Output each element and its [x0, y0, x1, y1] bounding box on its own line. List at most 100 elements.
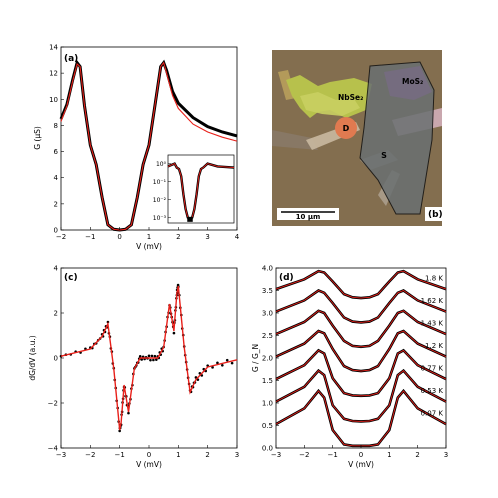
panel-d: (d) V (mV) G / G_N −3 −2 −1 0 1 2 3 0.0 0.5 1.0 1.… — [251, 265, 448, 470]
data-point — [147, 354, 151, 358]
data-point — [211, 366, 214, 369]
inset-y-tick-label: 10⁻³ — [153, 215, 167, 222]
panel-a-ylabel: G (μS) — [33, 126, 42, 150]
inset-noise-floor — [187, 216, 193, 222]
x-tick-label: 0 — [359, 451, 363, 459]
data-point — [150, 354, 154, 358]
x-tick-label: 0 — [147, 451, 151, 459]
x-tick-label: −2 — [56, 233, 66, 241]
data-point — [153, 354, 157, 358]
temperature-label: 1.8 K — [425, 274, 443, 282]
y-tick-label: 2.0 — [262, 355, 273, 363]
y-tick-label: 12 — [49, 70, 58, 78]
data-point — [149, 358, 152, 362]
x-tick-label: 1 — [147, 233, 151, 241]
panel-b: D S NbSe₂ MoS₂ 10 μm (b) — [272, 50, 443, 226]
data-point — [216, 361, 219, 365]
x-tick-label: 3 — [205, 233, 209, 241]
y-tick-label: 6 — [54, 148, 59, 156]
series-d-fit — [275, 270, 447, 299]
y-tick-label: −2 — [48, 400, 58, 408]
y-tick-label: 4 — [54, 265, 59, 273]
data-point — [172, 331, 176, 335]
y-tick-label: 4.0 — [262, 265, 273, 273]
x-tick-label: −1 — [115, 451, 125, 459]
y-tick-label: 1.0 — [262, 400, 273, 408]
electrode-d-label: D — [343, 124, 350, 133]
y-tick-label: 0 — [54, 355, 58, 363]
scalebar-box — [277, 208, 339, 220]
series-d-data — [275, 388, 447, 448]
series-d-fit — [275, 310, 447, 348]
data-point — [221, 364, 224, 367]
series-d-data — [275, 309, 447, 349]
temperature-label: 0.07 K — [421, 409, 444, 417]
series-d-fit — [275, 330, 447, 372]
y-tick-label: −4 — [48, 445, 59, 453]
data-point — [152, 358, 155, 362]
y-tick-label: 0.0 — [262, 445, 273, 453]
panel-d-ylabel: G / G_N — [251, 344, 260, 372]
x-tick-label: −2 — [299, 451, 309, 459]
panel-c: (c) V (mV) dG/dV (a.u.) −3 −2 −1 0 1 2 3 −4 −2 0 2… — [28, 265, 239, 470]
x-tick-label: 0 — [117, 233, 121, 241]
panel-c-label: (c) — [64, 273, 78, 283]
data-point — [118, 429, 121, 433]
x-tick-label: −3 — [56, 451, 66, 459]
series-d-data — [275, 269, 447, 300]
panel-b-label: (b) — [428, 210, 443, 220]
data-point — [225, 358, 229, 362]
y-tick-label: 2 — [54, 310, 58, 318]
series-d-data — [275, 289, 447, 324]
y-tick-label: 10 — [49, 96, 58, 104]
panel-b-label-box — [425, 207, 442, 221]
temperature-label: 0.77 K — [421, 364, 444, 372]
inset-y-tick-label: 10⁰ — [156, 161, 167, 168]
series-a-fit — [60, 61, 238, 231]
x-tick-label: −1 — [328, 451, 338, 459]
inset-y-tick-label: 10⁻² — [153, 197, 167, 204]
y-tick-label: 2 — [54, 200, 58, 208]
x-tick-label: 1 — [176, 451, 180, 459]
data-point — [155, 358, 158, 361]
y-tick-label: 3.5 — [262, 287, 273, 295]
y-tick-label: 1.5 — [262, 377, 273, 385]
panel-a-xlabel: V (mV) — [136, 242, 162, 251]
x-tick-label: 2 — [205, 451, 209, 459]
x-tick-label: 3 — [235, 451, 239, 459]
y-tick-label: 3.0 — [262, 310, 273, 318]
x-tick-label: 1 — [387, 451, 391, 459]
inset-y-tick-label: 10⁻¹ — [153, 179, 167, 186]
mos2-label: MoS₂ — [402, 77, 423, 86]
x-tick-label: 2 — [415, 451, 419, 459]
inset-frame — [167, 154, 235, 224]
y-tick-label: 14 — [49, 44, 58, 52]
data-point — [138, 355, 142, 358]
x-tick-label: −1 — [85, 233, 95, 241]
data-point — [127, 411, 130, 415]
data-point — [140, 358, 143, 361]
series-d-fit — [275, 390, 447, 447]
data-point — [106, 320, 110, 324]
x-tick-label: 2 — [176, 233, 180, 241]
series-d-fit — [275, 289, 447, 323]
temperature-label: 1.43 K — [421, 319, 444, 327]
panel-c-xlabel: V (mV) — [136, 460, 162, 469]
y-tick-label: 2.5 — [262, 332, 273, 340]
x-tick-label: −2 — [85, 451, 95, 459]
scalebar-label: 10 μm — [296, 213, 321, 221]
panel-d-xlabel: V (mV) — [348, 460, 374, 469]
data-point — [230, 361, 234, 365]
series-d-fit — [275, 349, 447, 397]
y-tick-label: 8 — [54, 122, 58, 130]
temperature-label: 1.62 K — [421, 297, 444, 305]
panel-a-label: (a) — [64, 54, 78, 64]
x-tick-label: −3 — [271, 451, 281, 459]
series-d-fit — [275, 369, 447, 422]
y-tick-label: 0.5 — [262, 422, 273, 430]
mos2-flake — [359, 61, 435, 215]
panel-d-label: (d) — [279, 273, 294, 283]
temperature-label: 1.2 K — [425, 342, 443, 350]
